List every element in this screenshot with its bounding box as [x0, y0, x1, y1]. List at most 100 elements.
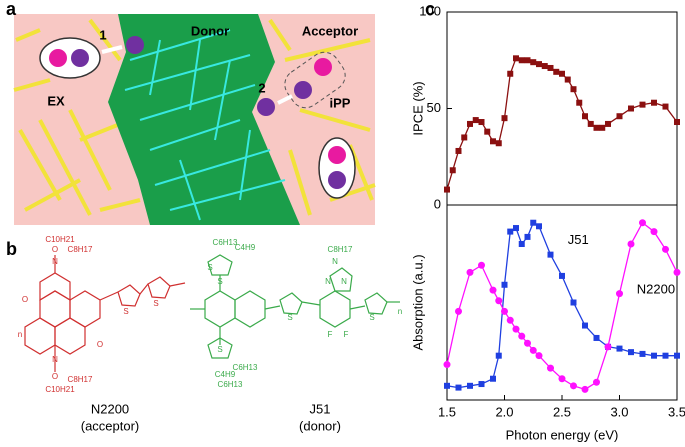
point	[535, 352, 543, 360]
point	[570, 299, 577, 306]
point	[455, 307, 462, 315]
point	[512, 325, 520, 333]
atom-label: C8H17	[328, 245, 353, 254]
point	[478, 381, 485, 388]
atom-label: S	[217, 277, 222, 286]
point	[651, 99, 657, 106]
atom-label: N	[52, 257, 58, 266]
point	[639, 219, 646, 227]
structure-role: (donor)	[299, 418, 341, 433]
point	[662, 245, 669, 253]
point	[530, 219, 537, 226]
point	[478, 261, 485, 269]
point	[628, 105, 634, 112]
point	[444, 186, 450, 193]
atom-label: O	[97, 340, 103, 349]
point	[495, 297, 503, 305]
atom-label: n	[398, 307, 402, 316]
structure-name: N2200	[91, 401, 129, 416]
point	[650, 228, 658, 236]
point	[466, 268, 474, 276]
atom-label: C10H21	[45, 235, 75, 244]
point	[524, 57, 531, 64]
panel-label: b	[6, 239, 17, 259]
point	[449, 167, 456, 174]
point	[582, 113, 588, 120]
series-label: N2200	[637, 282, 675, 297]
series-line	[446, 221, 678, 391]
point	[616, 290, 623, 298]
step-label: 2	[258, 80, 265, 95]
point	[674, 352, 680, 359]
point	[662, 103, 669, 110]
point	[536, 223, 542, 230]
atom-label: C6H13	[233, 363, 258, 372]
point	[599, 124, 606, 131]
point	[524, 233, 531, 240]
panel-a: Donor Acceptor EX iPP 1 2	[13, 14, 376, 225]
point	[455, 384, 462, 391]
acceptor-label: Acceptor	[302, 23, 358, 38]
atom-label: C4H9	[215, 370, 236, 379]
point	[662, 352, 669, 359]
atom-label: C10H21	[45, 385, 75, 394]
point	[495, 352, 502, 359]
atom-label: C8H17	[68, 375, 93, 384]
hole	[314, 58, 332, 76]
point	[467, 382, 473, 389]
point	[467, 120, 473, 127]
point	[605, 120, 611, 127]
panel-label: a	[6, 0, 17, 19]
atom-label: N	[341, 277, 347, 286]
point	[627, 240, 635, 248]
atom-label: N	[332, 257, 338, 266]
point	[639, 101, 646, 108]
atom-label: S	[369, 313, 374, 322]
point	[529, 346, 537, 354]
point	[593, 378, 600, 386]
atom-label: S	[123, 307, 128, 316]
hole	[328, 146, 346, 164]
point	[570, 86, 577, 93]
atom-label: S	[207, 263, 212, 272]
atom-label: S	[217, 345, 222, 354]
atom-label: F	[328, 330, 333, 339]
arrow-1	[101, 45, 123, 54]
point	[461, 134, 468, 141]
point	[558, 375, 566, 383]
atom-label: O	[22, 295, 28, 304]
electron	[294, 81, 312, 99]
point	[444, 382, 450, 389]
point	[506, 316, 514, 324]
point	[616, 113, 623, 120]
structure-role: (acceptor)	[81, 418, 140, 433]
point	[513, 225, 519, 232]
point	[518, 332, 526, 340]
atom-label: O	[52, 372, 58, 381]
y-axis-label: IPCE (%)	[410, 81, 425, 135]
point	[553, 68, 560, 75]
atom-label: O	[52, 245, 58, 254]
point	[478, 119, 485, 126]
point	[593, 334, 600, 341]
point	[581, 385, 589, 393]
exciton	[39, 37, 101, 79]
step-label: 1	[99, 27, 106, 42]
x-axis-label: Photon energy (eV)	[506, 427, 619, 442]
ex-label: EX	[47, 93, 65, 108]
hole	[49, 49, 67, 67]
atom-label: C4H9	[235, 243, 256, 252]
point	[507, 70, 514, 77]
charge	[257, 98, 275, 116]
point	[501, 281, 508, 288]
j51-structure	[190, 254, 400, 359]
x-tick-label: 2.0	[495, 404, 513, 419]
atom-label: N	[325, 277, 331, 286]
x-tick-label: 1.5	[438, 404, 456, 419]
donor-fibers	[124, 29, 286, 221]
panel-label: c	[425, 0, 435, 19]
atom-label: F	[344, 330, 349, 339]
point	[547, 64, 554, 71]
y-tick-label: 0	[434, 196, 441, 211]
